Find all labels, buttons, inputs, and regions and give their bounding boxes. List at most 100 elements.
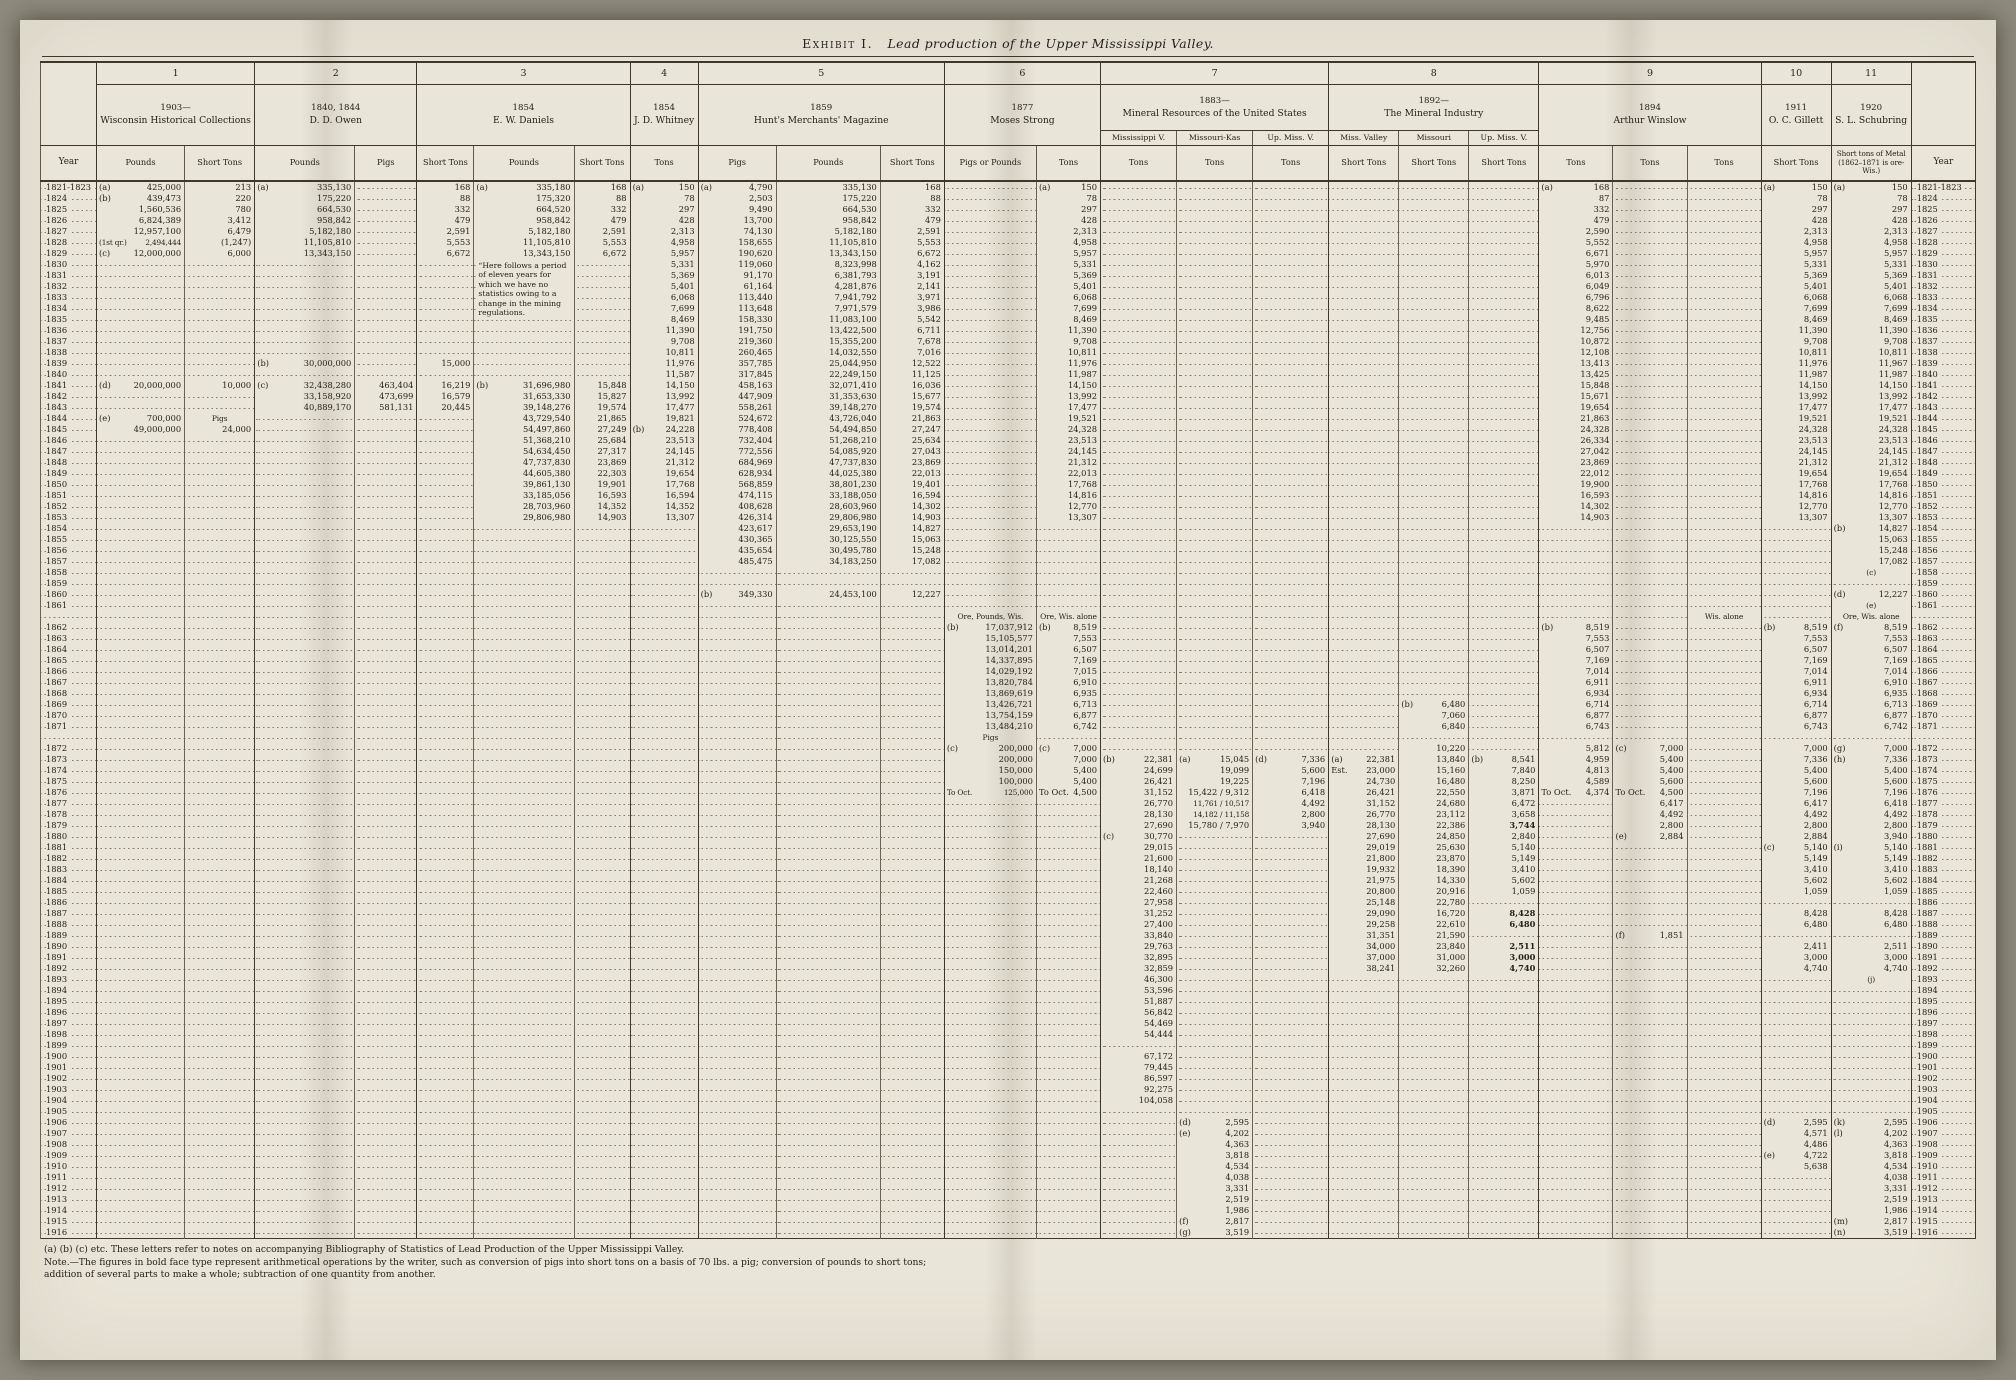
data-cell — [1328, 270, 1399, 281]
data-cell — [354, 1040, 417, 1051]
data-cell — [1398, 1084, 1469, 1095]
data-cell — [1035, 1227, 1101, 1239]
data-cell — [573, 809, 631, 820]
data-cell — [1176, 952, 1253, 963]
data-cell — [1686, 457, 1762, 468]
data-cell — [416, 413, 474, 424]
unit-header: Short Tons — [1398, 145, 1469, 182]
data-cell: 12,756 — [1538, 325, 1613, 336]
year-cell: 1843 — [39, 402, 97, 413]
data-cell — [1686, 1194, 1762, 1205]
data-cell — [573, 1183, 631, 1194]
title-rule — [42, 56, 1974, 57]
data-cell — [354, 952, 417, 963]
data-cell — [1538, 930, 1613, 941]
year-cell: 1911 — [39, 1172, 97, 1183]
data-cell — [416, 270, 474, 281]
data-cell: 5,957 — [1830, 248, 1912, 259]
data-cell — [775, 853, 881, 864]
data-cell — [775, 754, 881, 765]
data-cell — [1100, 193, 1177, 204]
data-cell: 6,911 — [1760, 677, 1832, 688]
data-cell — [1328, 567, 1399, 578]
data-cell — [354, 1227, 417, 1239]
data-cell — [943, 897, 1037, 908]
year-cell: 1875 — [39, 776, 97, 787]
data-cell — [879, 941, 945, 952]
data-cell: 27,690 — [1328, 831, 1399, 842]
data-cell — [1252, 292, 1329, 303]
data-cell — [416, 347, 474, 358]
data-cell — [416, 1084, 474, 1095]
data-cell — [96, 732, 185, 743]
data-cell: 479 — [879, 215, 945, 226]
year-cell: 1840 — [39, 369, 97, 380]
data-cell — [254, 457, 355, 468]
data-cell: (g) 3,519 — [1176, 1227, 1253, 1239]
year-cell: 1851 — [1910, 490, 1976, 501]
data-cell — [697, 688, 777, 699]
data-cell: (a) 22,381 — [1328, 754, 1399, 765]
data-cell — [879, 578, 945, 589]
data-cell — [1328, 710, 1399, 721]
data-cell — [416, 479, 474, 490]
data-cell — [1100, 600, 1177, 611]
year-cell: 1850 — [1910, 479, 1976, 490]
data-cell — [1398, 1095, 1469, 1106]
data-cell — [775, 875, 881, 886]
data-cell — [416, 1205, 474, 1216]
data-cell: 2,503 — [697, 193, 777, 204]
data-cell — [473, 963, 575, 974]
data-cell — [354, 886, 417, 897]
data-cell: 22,303 — [573, 468, 631, 479]
data-cell: 5,400 — [1612, 765, 1688, 776]
data-cell — [1035, 875, 1101, 886]
data-cell — [1686, 776, 1762, 787]
data-cell: 10,811 — [1760, 347, 1832, 358]
data-cell — [1468, 534, 1539, 545]
year-cell: 1834 — [39, 303, 97, 314]
data-cell — [697, 1161, 777, 1172]
data-cell: 7,169 — [1035, 655, 1101, 666]
data-cell — [1176, 1084, 1253, 1095]
data-cell — [1176, 567, 1253, 578]
data-cell — [354, 732, 417, 743]
data-cell: Pigs — [184, 413, 255, 424]
data-cell — [184, 622, 255, 633]
data-cell: 22,013 — [879, 468, 945, 479]
data-cell — [1252, 413, 1329, 424]
data-cell — [879, 809, 945, 820]
data-cell — [354, 1183, 417, 1194]
data-cell: 332 — [1538, 204, 1613, 215]
year-cell: 1832 — [39, 281, 97, 292]
data-cell: 4,740 — [1830, 963, 1912, 974]
year-cell: 1851 — [39, 490, 97, 501]
data-cell — [473, 721, 575, 732]
data-cell: 357,785 — [697, 358, 777, 369]
data-cell — [254, 600, 355, 611]
data-cell — [943, 248, 1037, 259]
data-cell — [1612, 1051, 1688, 1062]
data-cell — [1686, 732, 1762, 743]
data-cell: (e) — [1830, 600, 1912, 611]
data-cell — [96, 996, 185, 1007]
data-cell: 6,000 — [184, 248, 255, 259]
data-cell: 10,811 — [1035, 347, 1101, 358]
data-cell — [1686, 1106, 1762, 1117]
data-cell: 6,934 — [1538, 688, 1613, 699]
data-cell: 6,381,793 — [775, 270, 881, 281]
data-cell — [1538, 886, 1613, 897]
data-cell: (c) — [1830, 567, 1912, 578]
data-cell — [354, 270, 417, 281]
data-cell: 13,869,619 — [943, 688, 1037, 699]
data-cell — [96, 1161, 185, 1172]
data-cell — [775, 996, 881, 1007]
data-cell: 3,940 — [1252, 820, 1329, 831]
data-cell: 16,593 — [1538, 490, 1613, 501]
data-cell — [1100, 611, 1177, 622]
data-cell: 14,903 — [1538, 512, 1613, 523]
data-cell: 3,191 — [879, 270, 945, 281]
data-cell — [473, 820, 575, 831]
data-cell — [354, 204, 417, 215]
data-cell — [96, 501, 185, 512]
